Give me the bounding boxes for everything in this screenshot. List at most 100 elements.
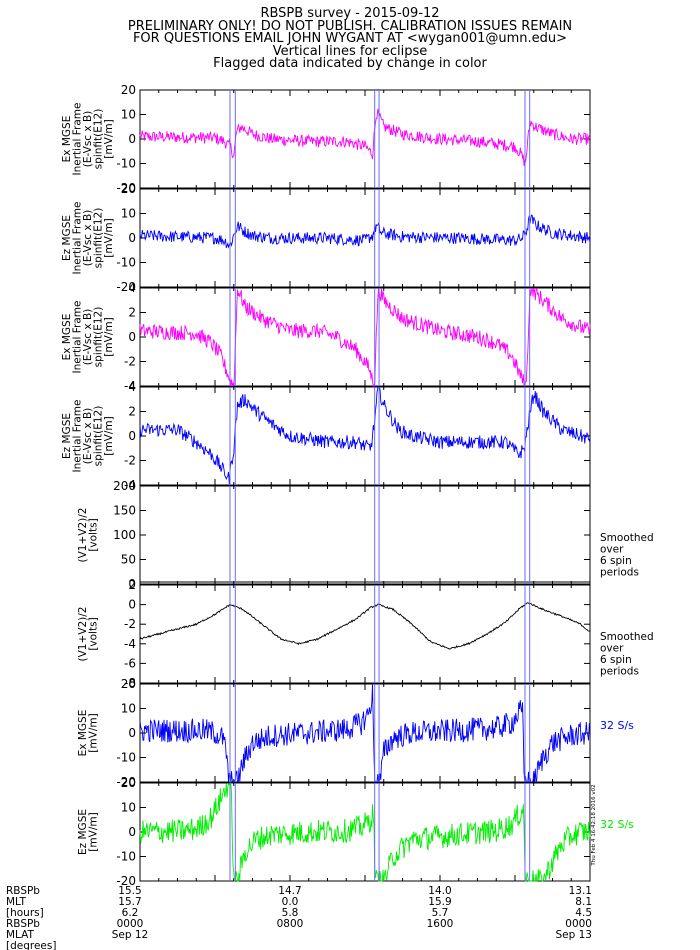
y-axis-label: [volts]	[87, 518, 99, 551]
y-tick-label: 4	[128, 380, 136, 394]
axis-column-value: 14.7	[278, 885, 301, 897]
axis-column-value: 8.1	[575, 896, 592, 908]
y-tick-label: 20	[121, 776, 136, 790]
axis-column-value: 6.2	[122, 907, 139, 919]
y-tick-label: 2	[128, 306, 136, 320]
axis-column-value: 15.7	[118, 896, 141, 908]
axis-row-label: [degrees]	[6, 940, 56, 950]
y-tick-label: 0	[128, 231, 136, 245]
y-axis-label: Inertial Frame	[72, 400, 84, 473]
data-series	[139, 602, 591, 650]
timestamp-watermark: Thu Feb 4 16:42:18 2016 v02	[591, 784, 597, 866]
panel-frame	[139, 584, 591, 684]
data-series	[139, 782, 591, 883]
y-axis-label: Inertial Frame	[72, 103, 84, 176]
axis-column-value: Sep 13	[556, 929, 593, 941]
axis-column-value: 15.5	[118, 885, 141, 897]
y-axis-label: spinfit(E12)	[93, 109, 105, 170]
eclipse-note: Vertical lines for eclipse	[272, 43, 428, 59]
side-label: over	[600, 643, 624, 655]
y-tick-label: 150	[113, 504, 136, 518]
y-tick-label: -10	[116, 256, 136, 270]
axis-column-value: 15.9	[428, 896, 451, 908]
side-label: Smoothed	[600, 532, 654, 544]
side-label: 32 S/s	[600, 818, 634, 831]
axis-column-value: 4.5	[575, 907, 592, 919]
axis-column-value: 0800	[277, 918, 304, 930]
y-tick-label: 50	[121, 553, 136, 567]
y-axis-label: Ez MGSE	[61, 215, 73, 261]
side-label: 6 spin	[600, 654, 632, 666]
y-tick-label: 0	[128, 429, 136, 443]
y-tick-label: -20	[116, 181, 136, 195]
axis-column-value: 0.0	[282, 896, 299, 908]
y-tick-label: 10	[121, 108, 136, 122]
y-tick-label: -10	[116, 157, 136, 171]
y-tick-label: -2	[124, 454, 136, 468]
y-axis-label: [mV/m]	[103, 218, 115, 257]
data-series	[139, 214, 591, 249]
y-axis-label: [mV/m]	[103, 317, 115, 356]
warning-line-1: PRELIMINARY ONLY! DO NOT PUBLISH. CALIBR…	[127, 18, 573, 34]
side-label: 6 spin	[600, 555, 632, 567]
axis-row-label: MLT	[6, 896, 26, 908]
y-tick-label: 20	[121, 677, 136, 691]
y-axis-label: [mV/m]	[103, 416, 115, 455]
y-axis-label: Ez MGSE	[77, 809, 89, 855]
y-tick-label: 0	[128, 577, 136, 591]
y-axis-label: spinfit(E12)	[93, 406, 105, 467]
y-tick-label: -10	[116, 751, 136, 765]
y-tick-label: -2	[124, 355, 136, 369]
y-tick-label: -4	[124, 478, 136, 492]
y-tick-label: 10	[121, 801, 136, 815]
y-tick-label: 100	[113, 528, 136, 542]
y-tick-label: 0	[128, 132, 136, 146]
y-tick-label: 0	[128, 825, 136, 839]
y-tick-label: -6	[124, 656, 136, 670]
axis-column-value: 0000	[117, 918, 144, 930]
y-axis-label: (E-Vsc x B)	[82, 309, 94, 366]
panel-frame	[139, 782, 591, 882]
panel-frame	[139, 485, 591, 585]
axis-row-label: RBSPb	[6, 918, 40, 930]
y-axis-label: Ex MGSE	[61, 314, 73, 361]
y-tick-label: -10	[116, 850, 136, 864]
y-tick-label: 2	[128, 578, 136, 592]
y-axis-label: (E-Vsc x B)	[82, 111, 94, 168]
data-series	[139, 287, 591, 388]
y-axis-label: [mV/m]	[87, 713, 99, 752]
y-axis-label: (E-Vsc x B)	[82, 408, 94, 465]
side-label: Smoothed	[600, 631, 654, 643]
y-tick-label: 0	[128, 330, 136, 344]
y-axis-label: (V1+V2)/2	[77, 508, 89, 563]
y-tick-label: -20	[116, 775, 136, 789]
axis-column-value: Sep 12	[112, 929, 149, 941]
y-tick-label: -4	[124, 379, 136, 393]
axis-row-label: [hours]	[6, 907, 44, 919]
y-tick-label: 10	[121, 702, 136, 716]
panel-frame	[139, 386, 591, 486]
data-series	[139, 108, 591, 166]
y-tick-label: 4	[128, 281, 136, 295]
side-label: periods	[600, 666, 639, 678]
side-label: 32 S/s	[600, 719, 634, 732]
axis-row-label: MLAT	[6, 929, 35, 941]
y-axis-label: Ex MGSE	[77, 710, 89, 757]
y-tick-label: -2	[124, 617, 136, 631]
y-axis-label: (V1+V2)/2	[77, 607, 89, 662]
y-axis-label: spinfit(E12)	[93, 307, 105, 368]
axis-column-value: 1600	[427, 918, 454, 930]
y-axis-label: spinfit(E12)	[93, 208, 105, 269]
panel-frame	[139, 89, 591, 189]
y-tick-label: -8	[124, 676, 136, 690]
y-tick-label: 2	[128, 405, 136, 419]
y-axis-label: Inertial Frame	[72, 202, 84, 275]
y-axis-label: [mV/m]	[87, 812, 99, 851]
warning-line-2: FOR QUESTIONS EMAIL JOHN WYGANT AT <wyga…	[132, 31, 568, 47]
side-label: over	[600, 544, 624, 556]
axis-column-value: 14.0	[428, 885, 451, 897]
axis-column-value: 0000	[565, 918, 592, 930]
y-tick-label: -20	[116, 280, 136, 294]
y-tick-label: 200	[113, 479, 136, 493]
side-label: periods	[600, 567, 639, 579]
